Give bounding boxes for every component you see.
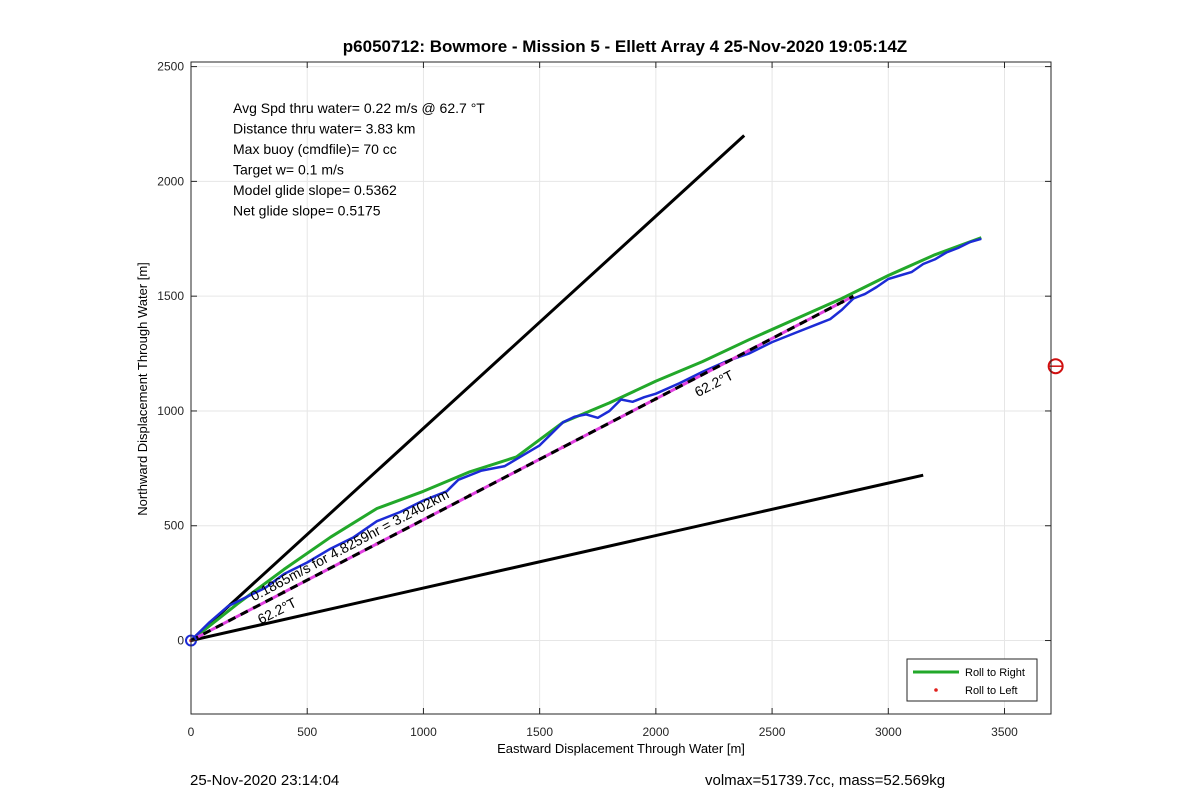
chart-title: p6050712: Bowmore - Mission 5 - Ellett A… — [343, 37, 907, 56]
ticks: 0 500 1000 1500 2000 2500 3000 3500 0 500 1000 1500… — [157, 60, 1051, 739]
x-tick-label: 3000 — [875, 725, 902, 739]
x-tick-label: 2000 — [643, 725, 670, 739]
info-line: Max buoy (cmdfile)= 70 cc — [233, 141, 397, 157]
y-axis-label: Northward Displacement Through Water [m] — [135, 262, 150, 516]
x-tick-label: 1500 — [526, 725, 553, 739]
y-tick-label: 0 — [177, 634, 184, 648]
reference-line — [189, 134, 746, 642]
info-line: Distance thru water= 3.83 km — [233, 121, 415, 137]
legend-swatch-dot — [934, 688, 938, 692]
reference-line — [190, 473, 924, 642]
x-tick-label: 1000 — [410, 725, 437, 739]
y-tick-label: 2500 — [157, 60, 184, 74]
legend-box — [906, 658, 1038, 702]
legend-label: Roll to Left — [965, 685, 1018, 697]
info-line: Avg Spd thru water= 0.22 m/s @ 62.7 °T — [233, 100, 485, 116]
x-tick-label: 0 — [188, 725, 195, 739]
x-axis-label: Eastward Displacement Through Water [m] — [497, 741, 745, 756]
footer-timestamp: 25-Nov-2020 23:14:04 — [190, 772, 340, 789]
y-tick-label: 500 — [164, 519, 184, 533]
y-tick-label: 2000 — [157, 174, 184, 188]
info-text: Avg Spd thru water= 0.22 m/s @ 62.7 °T Di… — [233, 100, 485, 219]
info-line: Net glide slope= 0.5175 — [233, 203, 381, 219]
axes-box — [190, 61, 1052, 715]
x-tick-label: 2500 — [759, 725, 786, 739]
footer-volmax-mass: volmax=51739.7cc, mass=52.569kg — [705, 772, 946, 789]
legend-label: Roll to Right — [965, 667, 1025, 679]
y-tick-label: 1500 — [157, 289, 184, 303]
info-line: Target w= 0.1 m/s — [233, 162, 344, 178]
series-roll-to-right — [190, 236, 982, 642]
plot-background — [191, 62, 1051, 714]
series-net-heading-dash — [190, 294, 855, 642]
x-tick-label: 3500 — [991, 725, 1018, 739]
x-tick-label: 500 — [297, 725, 317, 739]
series-track — [190, 237, 982, 642]
y-tick-label: 1000 — [157, 404, 184, 418]
grid — [190, 62, 1051, 714]
info-line: Model glide slope= 0.5362 — [233, 182, 397, 198]
legend: Roll to Right Roll to Left — [906, 658, 1038, 702]
